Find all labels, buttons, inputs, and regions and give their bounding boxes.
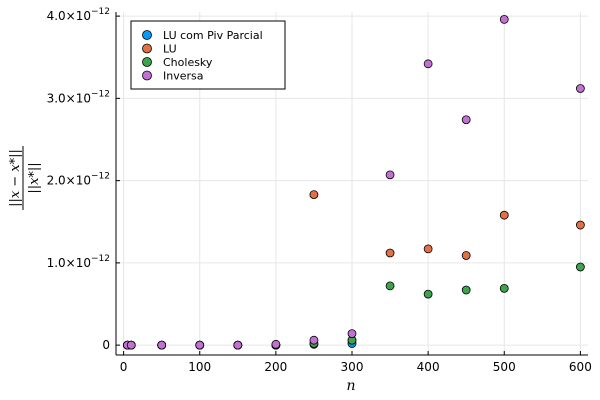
y-tick-label-0: 0 (102, 338, 110, 352)
x-tick-label-0: 0 (120, 360, 128, 374)
y-tick-label-3: 3.0×10−12 (47, 89, 110, 105)
point-series-3-10 (461, 115, 471, 125)
point-series-3-4 (233, 340, 243, 350)
point-series-3-12 (575, 84, 585, 93)
point-series-2-11 (499, 283, 509, 293)
point-series-3-7 (347, 329, 357, 339)
legend-marker-0 (142, 30, 152, 40)
y-axis-label-numerator: ||x − x*|| (8, 149, 23, 207)
point-series-3-3 (195, 340, 205, 350)
legend-label-3: Inversa (163, 70, 204, 83)
legend-label-2: Cholesky (163, 56, 213, 69)
point-series-1-6 (309, 190, 319, 200)
point-series-1-9 (423, 244, 433, 254)
y-tick-label-4: 4.0×10−12 (47, 7, 110, 23)
x-tick-label-5: 500 (493, 360, 516, 374)
point-series-2-10 (461, 285, 471, 295)
legend-box (130, 20, 286, 90)
point-series-3-5 (271, 339, 281, 349)
y-tick-label-1: 1.0×10−12 (47, 254, 110, 270)
point-series-3-1 (126, 340, 136, 350)
point-series-3-9 (423, 59, 433, 69)
point-series-1-8 (385, 248, 395, 258)
point-series-2-8 (385, 281, 395, 291)
point-series-1-11 (499, 210, 509, 220)
x-axis-label: n (346, 378, 355, 394)
x-tick-label-2: 200 (264, 360, 287, 374)
point-series-3-2 (157, 340, 167, 350)
x-tick-label-6: 600 (569, 360, 592, 374)
point-series-3-6 (309, 335, 319, 345)
point-series-2-9 (423, 289, 433, 299)
x-tick-labels: 0 100 200 300 400 500 600 (120, 351, 592, 374)
point-series-3-11 (499, 15, 509, 24)
legend-label-1: LU (163, 43, 177, 56)
y-axis-label-denominator: ||x*|| (27, 162, 42, 193)
point-series-3-8 (385, 170, 395, 180)
legend-label-0: LU com Piv Parcial (163, 29, 263, 42)
x-tick-label-4: 400 (417, 360, 440, 374)
legend-marker-1 (142, 43, 152, 54)
y-axis-label: ||x − x*|| ||x*|| (8, 146, 42, 210)
legend-marker-3 (142, 70, 152, 81)
y-tick-label-2: 2.0×10−12 (47, 172, 110, 188)
point-series-1-12 (575, 220, 585, 230)
point-series-2-12 (575, 262, 585, 272)
x-tick-label-1: 100 (188, 360, 211, 374)
data-points (123, 15, 585, 350)
point-series-1-10 (461, 251, 471, 260)
x-tick-label-3: 300 (341, 360, 364, 374)
legend-marker-2 (142, 57, 152, 67)
y-tick-labels: 0 1.0×10−12 2.0×10−12 3.0×10−12 4.0×10−12 (47, 7, 120, 352)
